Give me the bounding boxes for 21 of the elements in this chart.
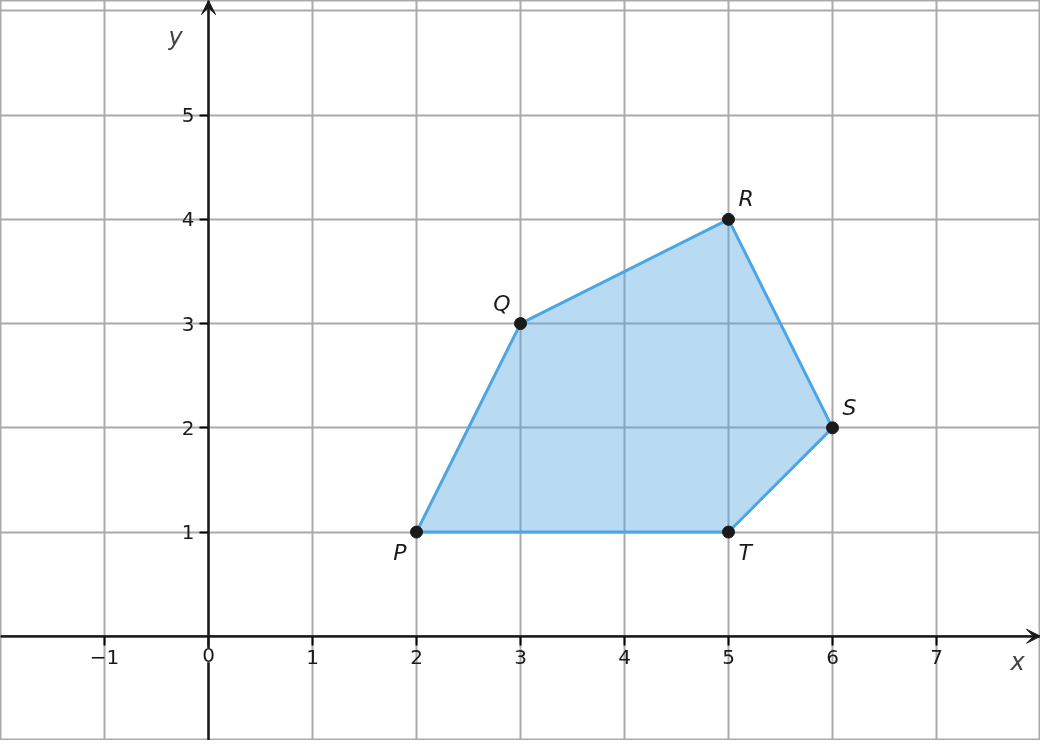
x-tick-label: 1: [306, 645, 319, 670]
x-tick-label: 6: [826, 645, 839, 670]
y-tick-label: 5: [181, 103, 195, 128]
annotation: R: [738, 186, 754, 212]
x-tick-label: 0: [202, 643, 215, 668]
annotation: T: [738, 540, 754, 566]
y-tick-label: 2: [181, 415, 195, 440]
y-tick-label: 1: [181, 520, 195, 545]
annotation: Q: [493, 290, 511, 316]
x-tick-label: 4: [618, 645, 631, 670]
x-tick-label: 7: [930, 645, 943, 670]
x-tick-label: 3: [514, 645, 527, 670]
annotation: P: [393, 540, 408, 566]
y-tick-label: 3: [181, 311, 195, 336]
x-tick-label: 2: [410, 645, 423, 670]
x-tick-label: −1: [89, 645, 120, 670]
y-tick-label: 4: [181, 207, 195, 232]
x-tick-label: 5: [722, 645, 735, 670]
y-axis-title: y: [167, 22, 184, 51]
x-axis-title: x: [1009, 648, 1026, 677]
annotation: S: [842, 394, 857, 420]
